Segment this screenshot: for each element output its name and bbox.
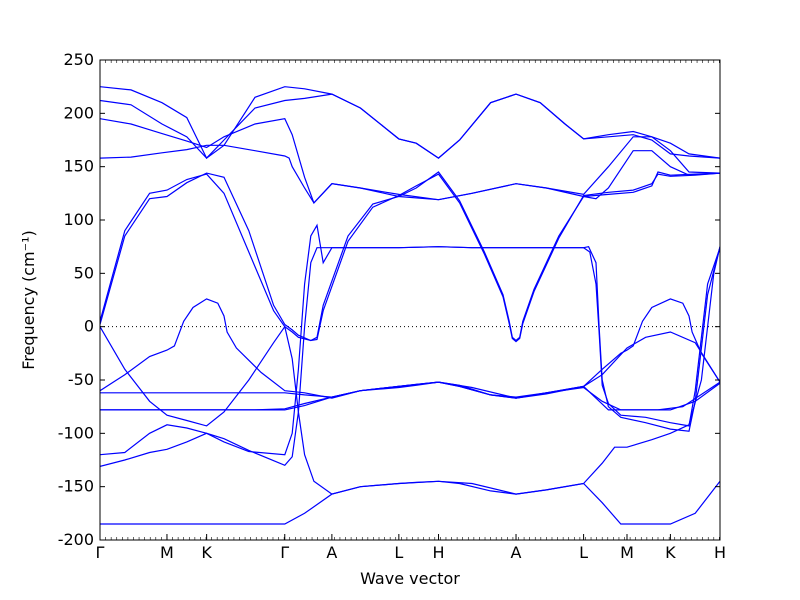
x-tick-label-12: H bbox=[714, 543, 726, 562]
y-tick-label: -100 bbox=[58, 423, 94, 442]
x-tick-label-2: M bbox=[160, 543, 174, 562]
dispersion-branch-14 bbox=[100, 331, 720, 411]
tick-layer: -200 -150 -100 -50 0 50 100 150 200 250 Γ M K Γ A L H A L M… bbox=[58, 50, 726, 562]
y-tick-label: -150 bbox=[58, 477, 94, 496]
y-tick-label: 200 bbox=[63, 103, 94, 122]
dispersion-branch-4 bbox=[100, 136, 720, 204]
y-tick-label: 0 bbox=[84, 317, 94, 336]
plot-background bbox=[100, 60, 720, 540]
y-tick-label: -50 bbox=[68, 370, 94, 389]
x-tick-label-10: M bbox=[620, 543, 634, 562]
x-tick-label-6: L bbox=[394, 543, 403, 562]
dispersion-branch-12 bbox=[100, 246, 720, 467]
x-tick-label-1: Γ bbox=[96, 543, 105, 562]
dispersion-branch-6 bbox=[100, 172, 720, 343]
x-tick-label-4: Γ bbox=[280, 543, 289, 562]
series-layer bbox=[100, 86, 720, 525]
y-tick-label: 250 bbox=[63, 50, 94, 69]
y-axis-label: Frequency (cm⁻¹) bbox=[19, 230, 38, 369]
y-tick-label: 50 bbox=[74, 263, 94, 282]
y-tick-label: 150 bbox=[63, 157, 94, 176]
x-tick-label-11: K bbox=[665, 543, 676, 562]
dispersion-branch-13 bbox=[100, 480, 720, 525]
x-tick-label-7: H bbox=[433, 543, 445, 562]
x-tick-label-3: K bbox=[201, 543, 212, 562]
plot-frame bbox=[99, 59, 721, 541]
x-tick-label-5: A bbox=[326, 543, 337, 562]
x-axis-label: Wave vector bbox=[360, 569, 460, 588]
x-tick-label-8: A bbox=[511, 543, 522, 562]
x-tick-label-9: L bbox=[579, 543, 588, 562]
y-tick-label: 100 bbox=[63, 210, 94, 229]
y-tick-label: -200 bbox=[58, 530, 94, 549]
dispersion-branch-2 bbox=[100, 93, 720, 159]
